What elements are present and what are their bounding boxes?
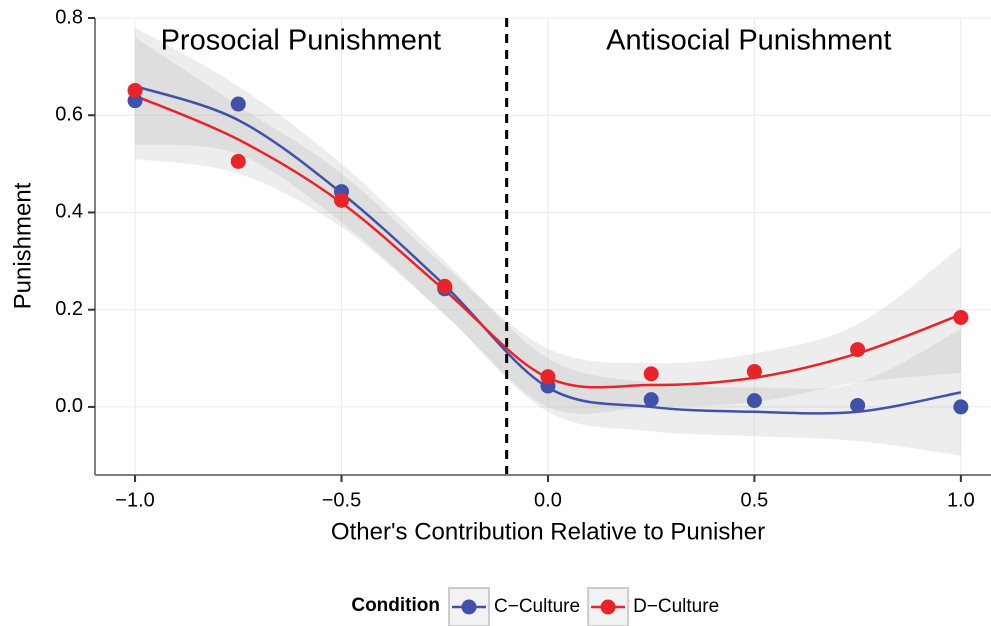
fit-line [134, 84, 962, 415]
point [643, 392, 659, 408]
legend-dot [600, 599, 616, 615]
x-tick-label: 0.5 [741, 489, 769, 511]
confidence-band [135, 37, 961, 414]
point [953, 309, 969, 325]
legend-label: D−Culture [633, 596, 719, 617]
point [746, 393, 762, 409]
y-tick-label: 0.6 [55, 104, 83, 126]
x-tick-label: 0.0 [534, 489, 562, 511]
point [230, 96, 246, 112]
annotation: Prosocial Punishment [161, 25, 441, 57]
x-tick-label: −0.5 [322, 489, 361, 511]
point [230, 153, 246, 169]
y-tick-label: 0.4 [55, 201, 83, 223]
point [850, 397, 866, 413]
plot-background [95, 18, 991, 475]
x-tick-label: −1.0 [115, 489, 154, 511]
y-tick-label: 0.2 [55, 298, 83, 320]
legend-title: Condition [351, 595, 440, 616]
annotation: Antisocial Punishment [606, 25, 891, 57]
x-tick-label: 1.0 [947, 489, 975, 511]
point [850, 342, 866, 358]
point [127, 82, 143, 98]
x-axis-label: Other's Contribution Relative to Punishe… [331, 518, 765, 545]
point [540, 369, 556, 385]
point [953, 399, 969, 415]
y-tick-label: 0.0 [55, 395, 83, 417]
point [643, 366, 659, 382]
y-axis-label: Punishment [9, 182, 36, 309]
legend-label: C−Culture [494, 596, 580, 617]
y-tick-label: 0.8 [55, 6, 83, 28]
point [334, 192, 350, 208]
point [437, 278, 453, 294]
legend-dot [461, 599, 477, 615]
point [746, 363, 762, 379]
